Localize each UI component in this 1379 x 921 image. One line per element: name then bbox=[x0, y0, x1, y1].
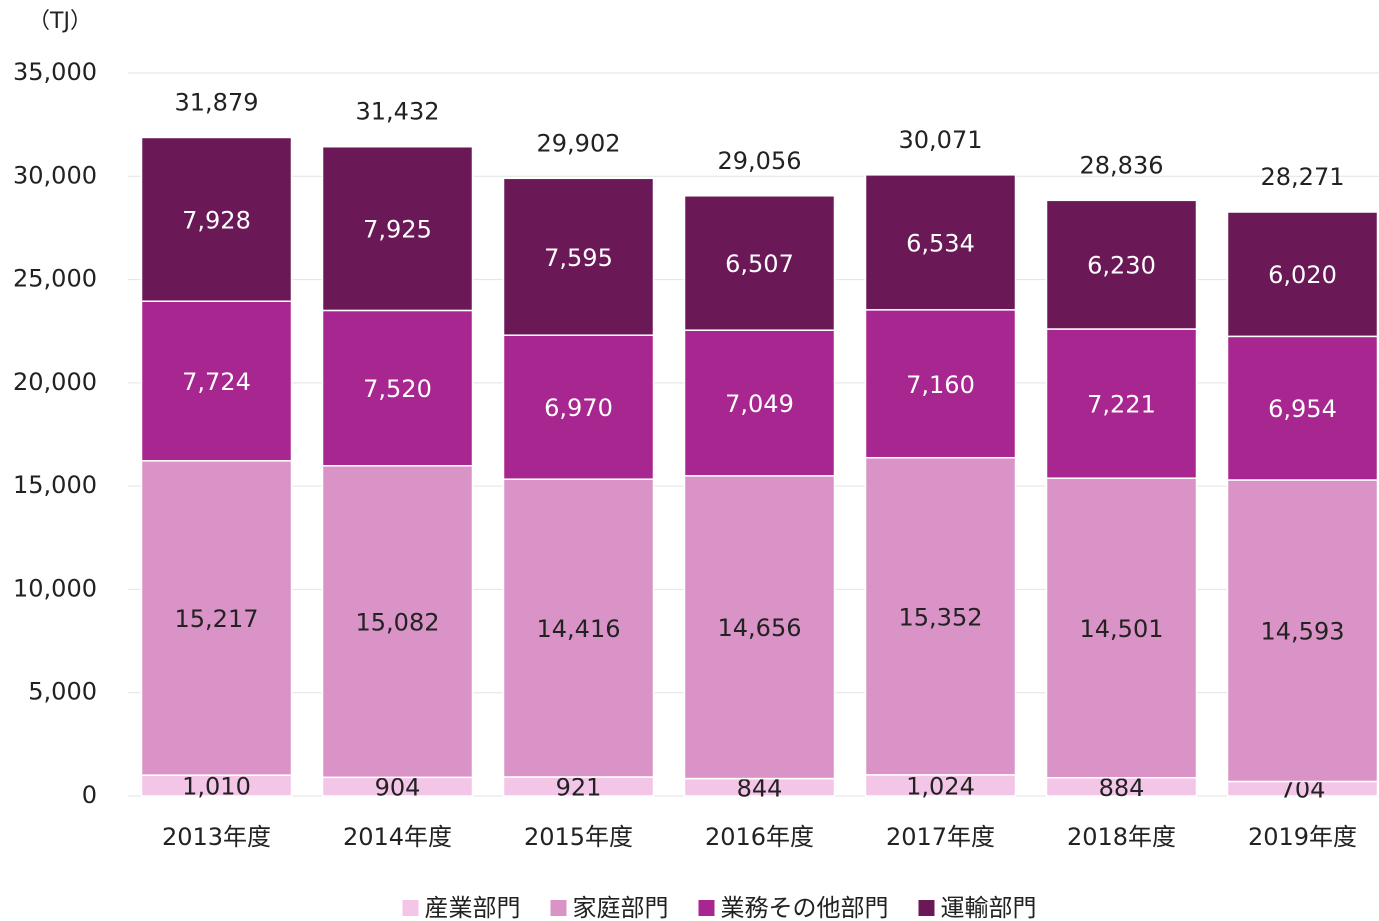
legend-label: 家庭部門 bbox=[573, 894, 669, 921]
bar-segment bbox=[1226, 211, 1379, 338]
data-label: 7,160 bbox=[906, 371, 975, 399]
y-axis-label: （TJ） bbox=[28, 9, 92, 34]
data-label: 14,501 bbox=[1080, 615, 1164, 643]
bar-segment bbox=[1045, 328, 1198, 479]
legend-label: 産業部門 bbox=[425, 894, 521, 921]
total-label: 31,879 bbox=[175, 88, 259, 116]
total-label: 29,902 bbox=[537, 129, 621, 157]
bar-segment bbox=[502, 334, 655, 480]
legend-swatch bbox=[918, 900, 935, 916]
bar-segment bbox=[321, 309, 474, 467]
legend: 産業部門 家庭部門 業務その他部門 運輸部門 bbox=[402, 894, 1037, 921]
legend-swatch bbox=[402, 900, 419, 916]
x-tick-label: 2016年度 bbox=[705, 823, 814, 851]
data-label: 14,416 bbox=[537, 615, 621, 643]
bar-segment bbox=[140, 300, 293, 462]
y-tick-label: 30,000 bbox=[13, 161, 97, 189]
data-label: 7,724 bbox=[182, 368, 251, 396]
bar-segment bbox=[864, 174, 1017, 311]
total-label: 29,056 bbox=[718, 147, 802, 175]
x-tick-label: 2015年度 bbox=[524, 823, 633, 851]
bar-segment bbox=[321, 145, 474, 312]
data-label: 904 bbox=[375, 774, 421, 802]
x-tick-label: 2019年度 bbox=[1248, 823, 1357, 851]
data-label: 14,656 bbox=[718, 614, 802, 642]
data-label: 7,520 bbox=[363, 375, 432, 403]
y-tick-label: 0 bbox=[82, 781, 97, 809]
data-label: 6,020 bbox=[1268, 261, 1337, 289]
total-label: 31,432 bbox=[356, 98, 440, 126]
bar-segment bbox=[502, 177, 655, 336]
data-label: 921 bbox=[556, 773, 602, 801]
legend-swatch bbox=[550, 900, 567, 916]
bar-segment bbox=[683, 195, 836, 331]
y-tick-label: 20,000 bbox=[13, 368, 97, 396]
data-label: 15,352 bbox=[899, 603, 983, 631]
data-label: 7,049 bbox=[725, 390, 794, 418]
data-label: 6,954 bbox=[1268, 395, 1337, 423]
data-label: 7,925 bbox=[363, 216, 432, 244]
y-tick-label: 10,000 bbox=[13, 574, 97, 602]
total-label: 30,071 bbox=[899, 126, 983, 154]
x-tick-label: 2014年度 bbox=[343, 823, 452, 851]
bar-segment bbox=[864, 456, 1017, 776]
y-tick-label: 5,000 bbox=[28, 678, 97, 706]
bar-segment bbox=[1045, 477, 1198, 779]
data-label: 6,970 bbox=[544, 394, 613, 422]
data-label: 15,217 bbox=[175, 605, 259, 633]
legend-item: 業務その他部門 bbox=[698, 894, 889, 921]
legend-swatch bbox=[698, 900, 715, 916]
data-label: 1,010 bbox=[182, 773, 251, 801]
data-label: 6,507 bbox=[725, 250, 794, 278]
data-label: 884 bbox=[1099, 774, 1145, 802]
bar-segment bbox=[1045, 199, 1198, 330]
y-tick-label: 25,000 bbox=[13, 265, 97, 293]
legend-label: 運輸部門 bbox=[941, 894, 1037, 921]
x-tick-label: 2018年度 bbox=[1067, 823, 1176, 851]
data-label: 7,221 bbox=[1087, 391, 1156, 419]
y-tick-label: 15,000 bbox=[13, 471, 97, 499]
bar-segment bbox=[502, 478, 655, 778]
data-label: 7,928 bbox=[182, 206, 251, 234]
data-label: 15,082 bbox=[356, 609, 440, 637]
total-label: 28,271 bbox=[1261, 163, 1345, 191]
data-label: 6,230 bbox=[1087, 252, 1156, 280]
bar-segment bbox=[1226, 479, 1379, 783]
bar-segment bbox=[683, 475, 836, 780]
data-label: 6,534 bbox=[906, 229, 975, 257]
legend-item: 運輸部門 bbox=[918, 894, 1037, 921]
legend-item: 産業部門 bbox=[402, 894, 521, 921]
x-tick-label: 2013年度 bbox=[162, 823, 271, 851]
bar-segment bbox=[140, 460, 293, 776]
legend-label: 業務その他部門 bbox=[721, 894, 889, 921]
data-label: 14,593 bbox=[1261, 618, 1345, 646]
bar-segment bbox=[140, 136, 293, 302]
x-tick-label: 2017年度 bbox=[886, 823, 995, 851]
legend-item: 家庭部門 bbox=[550, 894, 669, 921]
data-label: 7,595 bbox=[544, 244, 613, 272]
data-label: 1,024 bbox=[906, 772, 975, 800]
bar-segment bbox=[1226, 335, 1379, 481]
bar-segment bbox=[864, 309, 1017, 459]
bar-segment bbox=[683, 329, 836, 477]
bar-segment bbox=[321, 465, 474, 779]
total-label: 28,836 bbox=[1080, 151, 1164, 179]
y-tick-label: 35,000 bbox=[13, 58, 97, 86]
